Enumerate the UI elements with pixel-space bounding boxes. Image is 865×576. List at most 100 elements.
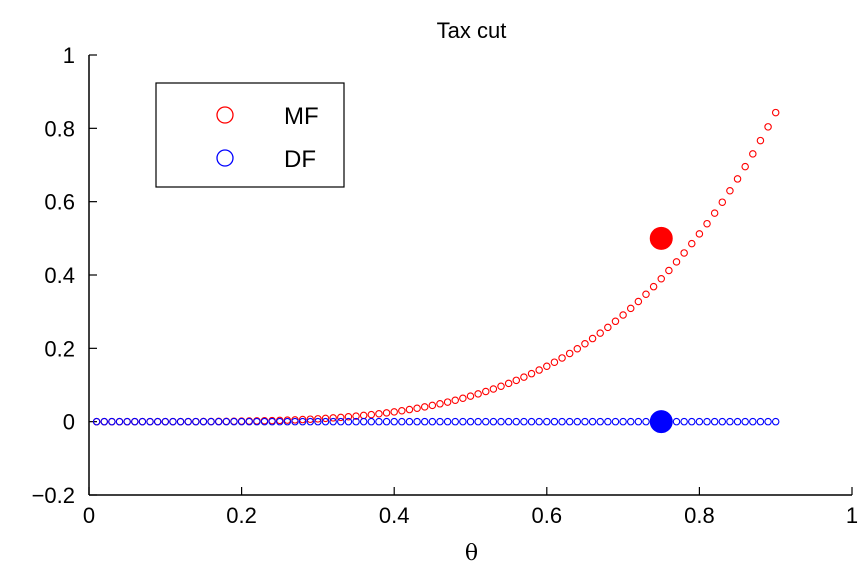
data-point-df xyxy=(260,417,269,426)
data-point-mf xyxy=(741,162,749,171)
data-point-df xyxy=(413,417,421,426)
data-point-df xyxy=(420,417,429,426)
data-point-df xyxy=(436,417,444,426)
data-point-df xyxy=(237,417,246,426)
data-point-mf xyxy=(398,406,406,415)
data-point-mf xyxy=(512,376,521,385)
x-tick-label: 0 xyxy=(83,503,95,528)
data-point-df xyxy=(718,417,727,426)
data-point-df xyxy=(398,417,406,426)
data-point-mf xyxy=(749,150,757,158)
data-point-mf xyxy=(657,275,665,283)
data-point-df xyxy=(375,417,383,426)
y-tick-label: 0 xyxy=(63,410,75,435)
data-point-df xyxy=(749,417,757,426)
data-point-df xyxy=(123,417,131,426)
y-tick-label: 0.4 xyxy=(44,263,75,288)
data-point-df xyxy=(459,417,467,426)
legend-label-df: DF xyxy=(284,146,316,173)
data-point-df xyxy=(466,417,475,426)
data-point-df xyxy=(512,417,521,426)
data-point-df xyxy=(482,417,490,426)
data-point-mf xyxy=(489,385,498,393)
y-tick-label: 1 xyxy=(63,43,75,68)
data-point-df xyxy=(550,417,559,426)
data-point-mf xyxy=(718,198,727,206)
y-tick-label: 0.6 xyxy=(44,190,75,215)
data-point-mf xyxy=(527,369,536,378)
x-tick-label: 0.4 xyxy=(379,503,410,528)
data-point-df xyxy=(352,417,360,426)
data-point-mf xyxy=(337,413,345,422)
data-point-mf xyxy=(359,411,368,420)
data-point-mf xyxy=(482,387,490,396)
data-point-mf xyxy=(298,415,307,424)
data-point-mf xyxy=(535,366,543,374)
data-point-mf xyxy=(649,282,658,291)
data-point-mf xyxy=(520,373,528,381)
x-tick-label: 0.2 xyxy=(226,503,257,528)
data-point-df xyxy=(756,417,765,426)
data-point-mf xyxy=(329,414,337,422)
data-point-df xyxy=(428,417,437,426)
data-point-df xyxy=(573,417,582,426)
legend-box xyxy=(155,82,345,188)
data-point-df xyxy=(321,417,330,426)
data-point-mf xyxy=(626,304,635,313)
legend-marker-mf xyxy=(216,106,234,124)
data-point-mf xyxy=(466,392,475,400)
data-point-mf xyxy=(459,394,467,403)
data-point-df xyxy=(161,417,170,426)
data-point-df xyxy=(390,417,398,426)
data-point-df xyxy=(443,417,452,426)
data-point-df xyxy=(214,417,223,426)
data-point-df xyxy=(726,417,734,426)
data-point-mf xyxy=(543,362,551,370)
data-point-mf xyxy=(771,108,780,117)
legend: MF DF xyxy=(155,82,345,188)
data-point-df xyxy=(108,417,116,426)
data-point-mf xyxy=(703,219,711,228)
data-point-df xyxy=(230,417,238,426)
data-point-df xyxy=(619,417,627,426)
data-point-mf xyxy=(306,415,315,423)
data-point-df xyxy=(100,417,109,426)
data-point-df xyxy=(642,417,650,426)
data-point-mf xyxy=(390,408,398,416)
data-point-mf xyxy=(565,349,574,358)
data-point-df xyxy=(92,417,101,426)
x-tick-label: 0.6 xyxy=(532,503,563,528)
data-point-df xyxy=(138,417,147,426)
data-point-mf xyxy=(451,396,459,404)
data-point-mf xyxy=(680,249,688,257)
data-point-df xyxy=(169,417,177,426)
data-point-mf xyxy=(550,358,559,366)
data-point-df xyxy=(207,417,215,426)
series-df xyxy=(92,417,780,426)
data-point-mf xyxy=(474,390,482,398)
data-point-mf xyxy=(443,398,452,406)
axis-ticks: 0 0.2 0.4 0.6 0.8 1 −0.2 0 0.2 0.4 0.6 0.8 1 xyxy=(32,43,859,528)
y-tick-label: −0.2 xyxy=(32,483,75,508)
data-point-mf xyxy=(642,290,650,298)
data-point-df xyxy=(581,417,589,426)
data-point-mf xyxy=(413,404,421,413)
legend-marker-df xyxy=(216,149,234,167)
data-point-mf xyxy=(420,403,429,411)
data-point-df xyxy=(764,417,772,426)
data-point-mf xyxy=(558,354,566,362)
chart-title: Tax cut xyxy=(437,18,507,43)
data-point-df xyxy=(504,417,513,426)
data-point-mf xyxy=(596,329,604,337)
data-point-df xyxy=(283,417,292,426)
data-point-mf xyxy=(710,209,719,217)
data-point-mf xyxy=(672,258,681,266)
data-point-df xyxy=(306,417,315,426)
data-point-df xyxy=(474,417,482,426)
data-point-df xyxy=(268,417,276,426)
data-point-df xyxy=(588,417,597,426)
data-point-df xyxy=(146,417,154,426)
data-point-df xyxy=(153,417,162,426)
data-point-mf xyxy=(604,323,612,332)
